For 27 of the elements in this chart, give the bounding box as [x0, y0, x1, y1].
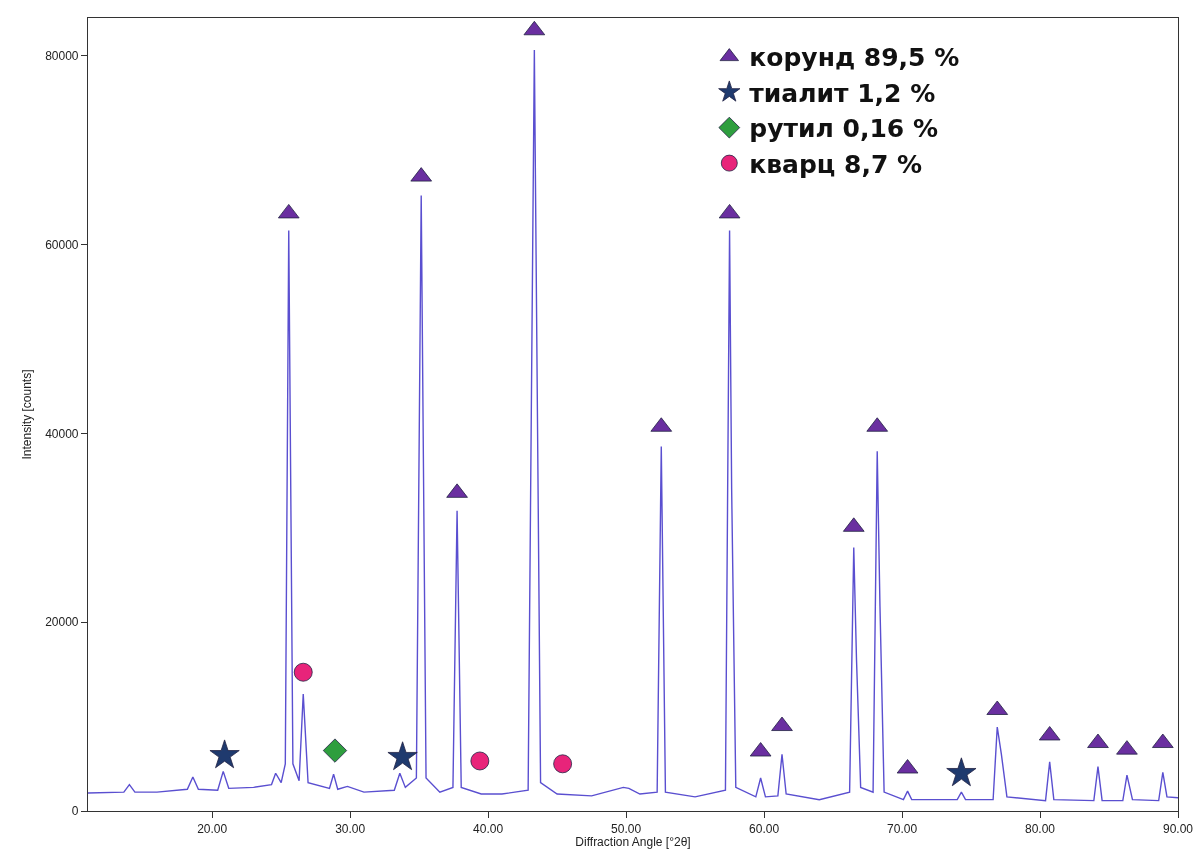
- point: [209, 739, 240, 769]
- x-axis-title: Diffraction Angle [°2θ]: [575, 835, 691, 850]
- point: [553, 754, 573, 774]
- point: [470, 751, 490, 771]
- point: [293, 662, 313, 682]
- point: [387, 741, 418, 771]
- x-tick-label: 50.00: [611, 821, 642, 836]
- x-tick-label: 70.00: [887, 821, 918, 836]
- y-tick-label: 40000: [45, 426, 79, 441]
- x-tick-label: 20.00: [197, 821, 228, 836]
- y-tick-label: 80000: [45, 48, 79, 63]
- x-tick-label: 80.00: [1025, 821, 1056, 836]
- point: [946, 757, 977, 787]
- y-tick-label: 60000: [45, 237, 79, 252]
- x-tick-label: 40.00: [473, 821, 504, 836]
- legend-label: кварц 8,7 %: [749, 149, 923, 179]
- y-tick-label: 0: [71, 804, 79, 819]
- line-series: [88, 49, 1178, 802]
- x-tick-label: 90.00: [1162, 821, 1194, 836]
- legend-label: корунд 89,5 %: [749, 43, 960, 73]
- y-axis-title: Intensity [counts]: [20, 369, 35, 460]
- x-tick-label: 60.00: [749, 821, 780, 836]
- legend-label: тиалит 1,2 %: [749, 78, 936, 108]
- y-tick-label: 20000: [45, 615, 79, 630]
- point: [322, 738, 348, 763]
- x-tick-label: 30.00: [335, 821, 366, 836]
- legend-label: рутил 0,16 %: [749, 114, 938, 144]
